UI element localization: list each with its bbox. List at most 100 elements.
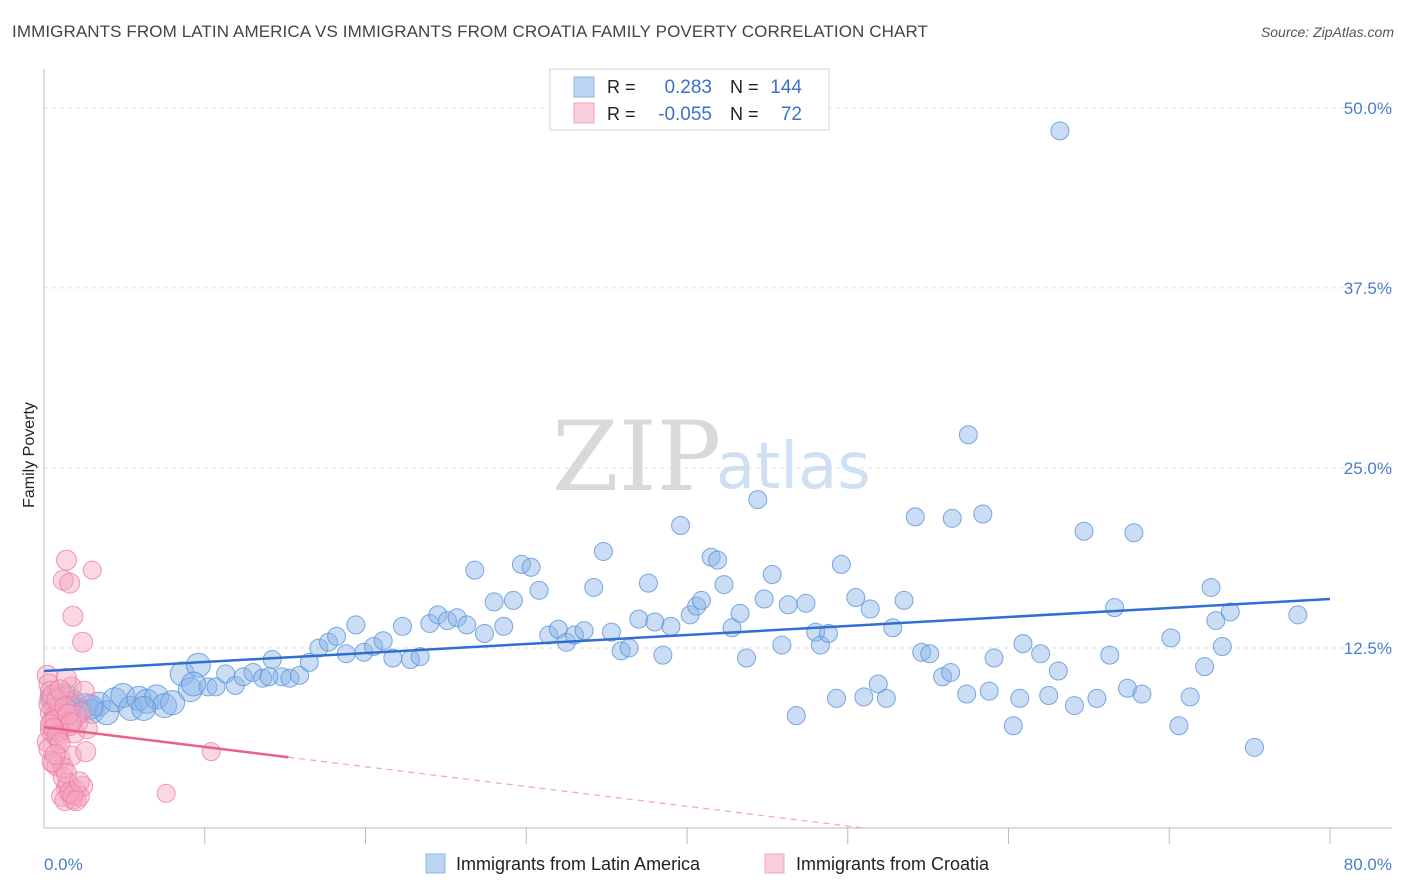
point-latin-america — [730, 603, 750, 623]
point-croatia — [57, 703, 79, 725]
bottom-legend-swatch-croatia — [764, 853, 785, 874]
x-axis-ticks — [204, 828, 1331, 844]
legend-box: R = 0.283 N = 144 R = -0.055 N = 72 — [549, 68, 830, 131]
trend-line-croatia — [43, 725, 289, 759]
point-latin-america — [818, 624, 838, 644]
point-latin-america — [206, 677, 226, 697]
watermark-zip: ZIP — [552, 401, 721, 513]
point-latin-america — [1288, 605, 1308, 625]
point-croatia — [201, 742, 221, 762]
point-latin-america — [1201, 577, 1221, 597]
point-latin-america — [1195, 657, 1215, 677]
point-latin-america — [796, 593, 816, 613]
point-latin-america — [110, 682, 136, 708]
bottom-legend-label-latin-america: Immigrants from Latin America — [456, 854, 701, 874]
trend-lines — [43, 597, 1331, 829]
watermark-atlas: atlas — [716, 430, 871, 504]
point-latin-america — [854, 687, 874, 707]
x-tick-label: 0.0% — [44, 855, 83, 874]
point-croatia — [156, 783, 176, 803]
point-latin-america — [1074, 521, 1094, 541]
legend-n-value-2: 72 — [781, 104, 802, 125]
legend-swatch-croatia — [573, 102, 595, 124]
point-croatia — [73, 680, 95, 702]
point-latin-america — [373, 631, 393, 651]
legend-r-value-2: -0.055 — [658, 104, 712, 125]
point-latin-america — [327, 626, 347, 646]
legend-r-label-1: R = — [607, 77, 636, 97]
point-latin-america — [1039, 685, 1059, 705]
bottom-legend: Immigrants from Latin America Immigrants… — [425, 853, 990, 874]
point-latin-america — [593, 541, 613, 561]
point-latin-america — [574, 621, 594, 641]
legend-n-value-1: 144 — [770, 77, 802, 98]
point-latin-america — [1180, 687, 1200, 707]
y-tick-label: 50.0% — [1344, 99, 1392, 118]
bottom-legend-swatch-latin-america — [425, 853, 446, 874]
point-latin-america — [941, 662, 961, 682]
point-latin-america — [942, 508, 962, 528]
point-latin-america — [1031, 644, 1051, 664]
point-latin-america — [1206, 611, 1226, 631]
point-latin-america — [645, 612, 665, 632]
point-latin-america — [94, 700, 120, 726]
point-croatia — [62, 605, 84, 627]
point-latin-america — [1244, 737, 1264, 757]
point-latin-america — [494, 616, 514, 636]
point-latin-america — [1087, 688, 1107, 708]
point-latin-america — [364, 637, 384, 657]
point-latin-america — [912, 642, 932, 662]
point-latin-america — [290, 665, 310, 685]
point-latin-america — [410, 647, 430, 667]
point-latin-america — [894, 590, 914, 610]
point-latin-america — [259, 667, 279, 687]
point-latin-america — [671, 516, 691, 536]
point-croatia — [44, 744, 66, 766]
point-latin-america — [973, 504, 993, 524]
point-latin-america — [243, 662, 263, 682]
point-latin-america — [539, 625, 559, 645]
point-latin-america — [1003, 716, 1023, 736]
point-latin-america — [299, 652, 319, 672]
point-croatia — [49, 679, 71, 701]
point-latin-america — [868, 674, 888, 694]
point-latin-america — [474, 624, 494, 644]
y-axis-label: Family Poverty — [21, 402, 38, 508]
point-latin-america — [1064, 696, 1084, 716]
point-latin-america — [233, 667, 253, 687]
legend-r-value-1: 0.283 — [664, 77, 712, 98]
trend-line-croatia-extension — [288, 756, 864, 829]
point-latin-america — [447, 608, 467, 628]
legend-n-label-2: N = — [730, 104, 759, 124]
point-latin-america — [691, 590, 711, 610]
source-label: Source: ZipAtlas.com — [1260, 24, 1394, 40]
point-latin-america — [638, 573, 658, 593]
x-axis-tick-labels: 0.0% 80.0% — [44, 855, 1392, 874]
chart-title: IMMIGRANTS FROM LATIN AMERICA VS IMMIGRA… — [12, 22, 928, 41]
point-latin-america — [346, 615, 366, 635]
point-latin-america — [920, 644, 940, 664]
y-tick-label: 12.5% — [1344, 639, 1392, 658]
point-latin-america — [180, 671, 206, 697]
point-latin-america — [810, 635, 830, 655]
point-latin-america — [736, 648, 756, 668]
point-latin-america — [503, 590, 523, 610]
point-latin-america — [1124, 523, 1144, 543]
point-latin-america — [883, 618, 903, 638]
point-latin-america — [584, 577, 604, 597]
point-latin-america — [629, 609, 649, 629]
y-tick-label: 37.5% — [1344, 279, 1392, 298]
point-latin-america — [762, 564, 782, 584]
point-latin-america — [979, 681, 999, 701]
y-axis-tick-labels: 12.5% 25.0% 37.5% 50.0% — [1344, 99, 1392, 658]
point-latin-america — [619, 638, 639, 658]
legend-n-label-1: N = — [730, 77, 759, 97]
point-croatia — [72, 631, 94, 653]
point-croatia — [68, 771, 90, 793]
point-latin-america — [309, 638, 329, 658]
legend-swatch-latin-america — [573, 76, 595, 98]
point-croatia — [75, 741, 97, 763]
point-latin-america — [131, 695, 157, 721]
x-tick-label: 80.0% — [1344, 855, 1392, 874]
